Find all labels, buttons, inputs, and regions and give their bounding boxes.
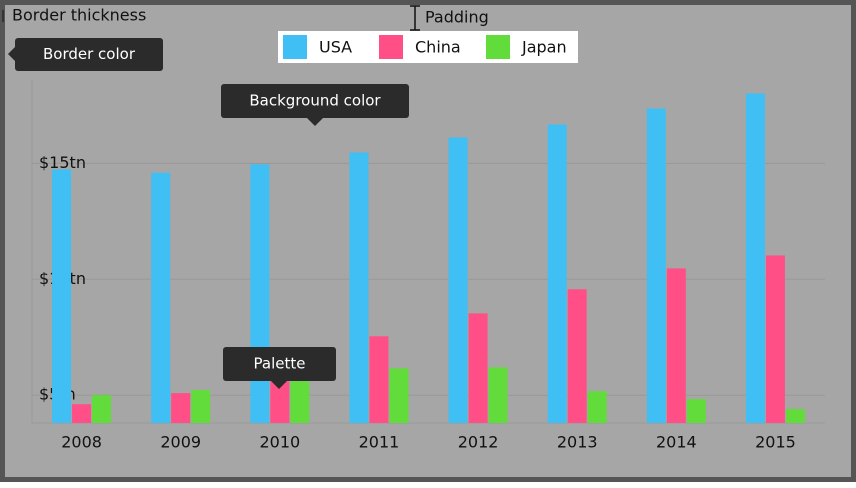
legend-label: USA <box>319 38 352 57</box>
bar <box>52 169 72 423</box>
padding-icon <box>410 5 420 31</box>
bar <box>349 152 369 424</box>
tooltip <box>223 347 336 381</box>
x-tick-label: 2011 <box>359 433 400 452</box>
x-tick-label: 2008 <box>61 433 102 452</box>
legend-label: China <box>415 38 461 57</box>
legend-box <box>278 31 578 63</box>
bar <box>686 399 706 423</box>
legend-swatch <box>379 35 403 59</box>
bar <box>547 124 567 423</box>
bar <box>389 368 409 423</box>
bar <box>646 108 666 424</box>
bar <box>488 367 508 423</box>
legend-swatch <box>283 35 307 59</box>
legend-label: Japan <box>521 38 567 57</box>
bar <box>468 313 488 423</box>
bar <box>270 381 290 423</box>
bar <box>171 393 191 423</box>
x-tick-label: 2012 <box>458 433 499 452</box>
bar <box>587 391 607 423</box>
bar <box>72 404 92 423</box>
x-tick-label: 2014 <box>656 433 697 452</box>
x-tick-label: 2015 <box>755 433 796 452</box>
tooltip <box>221 84 409 118</box>
tooltip <box>15 38 163 71</box>
annotation: Border thickness <box>12 6 146 25</box>
bar <box>191 390 211 423</box>
bar <box>290 381 310 423</box>
y-tick-label: $15tn <box>39 153 86 172</box>
tooltip-arrow <box>271 381 287 389</box>
bar <box>745 93 765 423</box>
tooltip-arrow <box>8 47 15 61</box>
bar <box>785 409 805 423</box>
bar <box>666 268 686 423</box>
bar <box>765 255 785 423</box>
tooltip-label: Palette <box>254 355 306 373</box>
x-tick-label: 2013 <box>557 433 598 452</box>
bar <box>92 395 112 423</box>
tooltip-label: Border color <box>43 45 136 63</box>
legend-swatch <box>486 35 510 59</box>
bar <box>369 336 389 423</box>
bar <box>250 164 270 423</box>
bar <box>448 137 468 423</box>
annotations: Border thickness Padding <box>2 5 489 31</box>
bar <box>151 172 171 423</box>
bar <box>567 289 587 423</box>
annotation: Padding <box>425 8 489 27</box>
tooltip-label: Background color <box>249 92 381 110</box>
x-tick-label: 2010 <box>259 433 300 452</box>
tooltip-arrow <box>307 118 323 126</box>
x-tick-label: 2009 <box>160 433 201 452</box>
